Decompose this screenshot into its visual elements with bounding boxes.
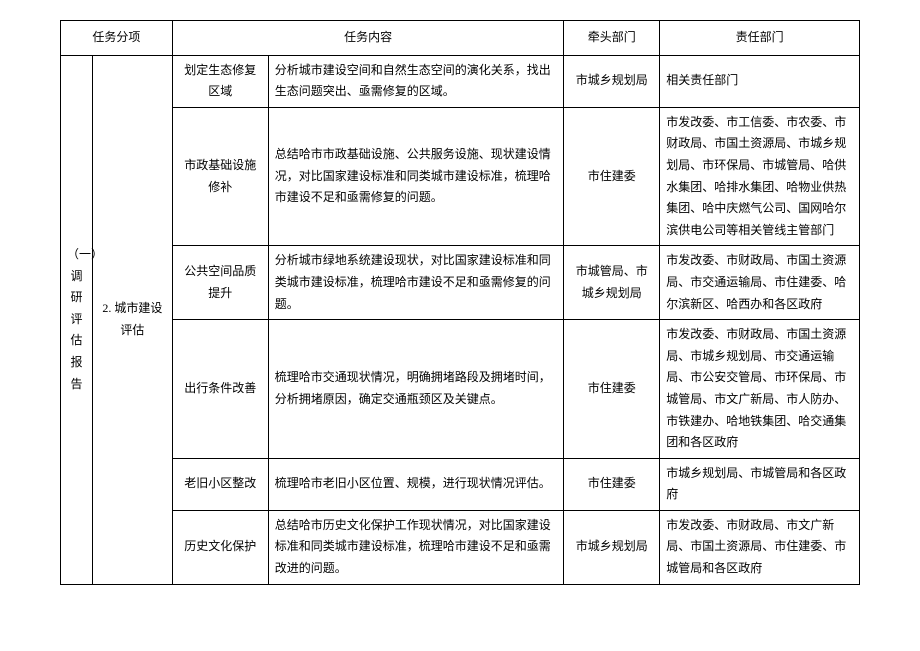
content-cell: 梳理哈市交通现状情况，明确拥堵路段及拥堵时间，分析拥堵原因，确定交通瓶颈区及关键… (268, 320, 564, 459)
table-row: 公共空间品质提升 分析城市绿地系统建设现状，对比国家建设标准和同类城市建设标准，… (61, 246, 860, 320)
table-row: 老旧小区整改 梳理哈市老旧小区位置、规模，进行现状情况评估。 市住建委 市城乡规… (61, 458, 860, 510)
table-header-row: 任务分项 任务内容 牵头部门 责任部门 (61, 21, 860, 56)
subtask-cell: 老旧小区整改 (172, 458, 268, 510)
header-resp-dept: 责任部门 (660, 21, 860, 56)
header-lead-dept: 牵头部门 (564, 21, 660, 56)
content-cell: 总结哈市历史文化保护工作现状情况，对比国家建设标准和同类城市建设标准，梳理哈市建… (268, 510, 564, 584)
table-row: 市政基础设施修补 总结哈市市政基础设施、公共服务设施、现状建设情况，对比国家建设… (61, 107, 860, 246)
resp-cell: 市发改委、市财政局、市国土资源局、市城乡规划局、市交通运输局、市公安交管局、市环… (660, 320, 860, 459)
subtask-cell: 历史文化保护 (172, 510, 268, 584)
lead-cell: 市城乡规划局 (564, 55, 660, 107)
header-task-content: 任务内容 (172, 21, 564, 56)
group-level-1: （一）调研评估报告 (61, 55, 93, 584)
group-level-2: 2. 城市建设评估 (92, 55, 172, 584)
content-cell: 梳理哈市老旧小区位置、规模，进行现状情况评估。 (268, 458, 564, 510)
content-cell: 总结哈市市政基础设施、公共服务设施、现状建设情况，对比国家建设标准和同类城市建设… (268, 107, 564, 246)
resp-cell: 市发改委、市财政局、市国土资源局、市交通运输局、市住建委、哈尔滨新区、哈西办和各… (660, 246, 860, 320)
task-table: 任务分项 任务内容 牵头部门 责任部门 （一）调研评估报告 2. 城市建设评估 … (60, 20, 860, 585)
subtask-cell: 出行条件改善 (172, 320, 268, 459)
table-row: 历史文化保护 总结哈市历史文化保护工作现状情况，对比国家建设标准和同类城市建设标… (61, 510, 860, 584)
subtask-cell: 划定生态修复区域 (172, 55, 268, 107)
resp-cell: 相关责任部门 (660, 55, 860, 107)
lead-cell: 市住建委 (564, 458, 660, 510)
resp-cell: 市发改委、市工信委、市农委、市财政局、市国土资源局、市城乡规划局、市环保局、市城… (660, 107, 860, 246)
content-cell: 分析城市绿地系统建设现状，对比国家建设标准和同类城市建设标准，梳理哈市建设不足和… (268, 246, 564, 320)
header-task-category: 任务分项 (61, 21, 173, 56)
lead-cell: 市住建委 (564, 107, 660, 246)
resp-cell: 市城乡规划局、市城管局和各区政府 (660, 458, 860, 510)
lead-cell: 市住建委 (564, 320, 660, 459)
lead-cell: 市城乡规划局 (564, 510, 660, 584)
resp-cell: 市发改委、市财政局、市文广新局、市国土资源局、市住建委、市城管局和各区政府 (660, 510, 860, 584)
subtask-cell: 公共空间品质提升 (172, 246, 268, 320)
table-row: 出行条件改善 梳理哈市交通现状情况，明确拥堵路段及拥堵时间，分析拥堵原因，确定交… (61, 320, 860, 459)
lead-cell: 市城管局、市城乡规划局 (564, 246, 660, 320)
subtask-cell: 市政基础设施修补 (172, 107, 268, 246)
content-cell: 分析城市建设空间和自然生态空间的演化关系，找出生态问题突出、亟需修复的区域。 (268, 55, 564, 107)
table-row: （一）调研评估报告 2. 城市建设评估 划定生态修复区域 分析城市建设空间和自然… (61, 55, 860, 107)
